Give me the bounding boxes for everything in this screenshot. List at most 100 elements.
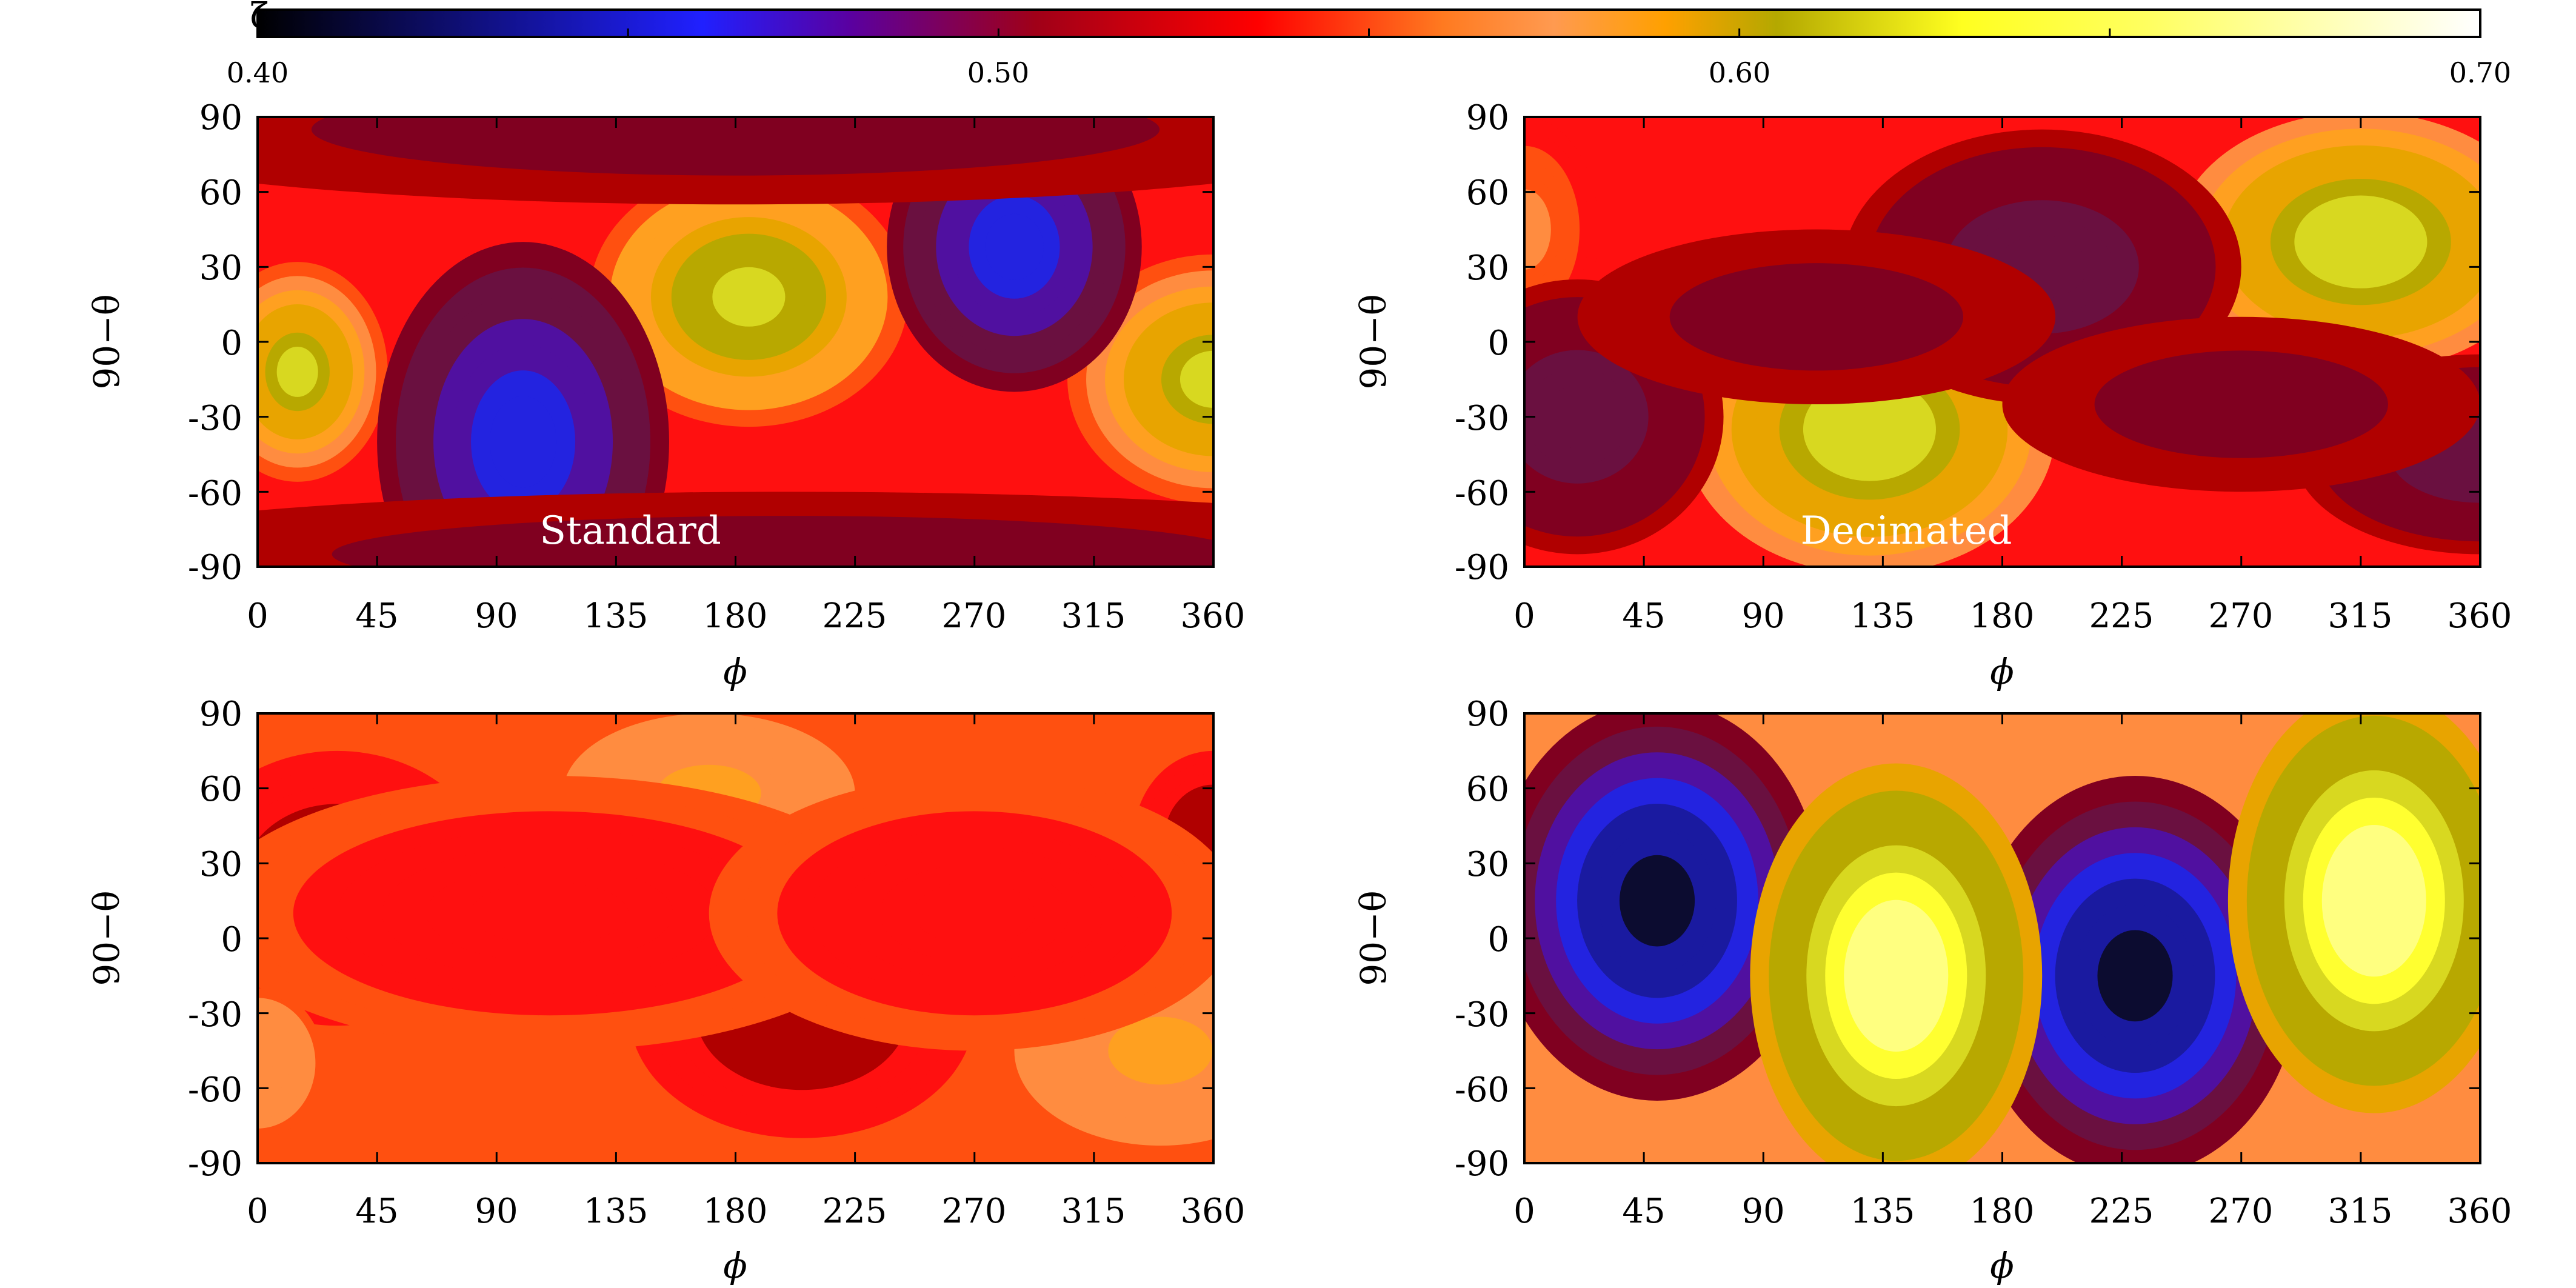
x-tick-label: 360 (2448, 596, 2512, 636)
x-tick-label: 270 (2209, 596, 2274, 636)
low-region (1524, 713, 1822, 1101)
y-tick-label: -60 (1455, 474, 1509, 513)
contour-level (276, 347, 318, 397)
y-tick-label: 30 (1466, 845, 1509, 884)
contour-level (1544, 385, 1611, 449)
y-tick-labels: 90 60 30 0 -30 -60 -90 (1455, 98, 1509, 587)
y-tick-label: 30 (199, 845, 242, 884)
y-tick-label: 90 (1466, 98, 1509, 138)
y-tick-label: -90 (188, 1144, 242, 1184)
x-tick-label: 90 (475, 1192, 518, 1231)
y-tick-labels: 90 60 30 0 -30 -60 -90 (1455, 695, 1509, 1184)
x-tick-label: 45 (355, 596, 398, 636)
colorbar-tick-label: 0.60 (1709, 56, 1770, 89)
x-tick-label: 135 (584, 596, 649, 636)
panel-top-left: Standard ϕ 90−θ 0 45 90 135 180 225 270 … (86, 98, 1245, 692)
x-tick-label: 180 (1970, 1192, 2035, 1231)
x-tick-label: 135 (584, 1192, 649, 1231)
x-tick-label: 90 (1741, 1192, 1784, 1231)
contour-level (578, 117, 893, 147)
y-tick-label: -90 (188, 548, 242, 587)
low-region (377, 242, 669, 567)
contour-level (2340, 852, 2407, 950)
contour-level (2097, 930, 2173, 1022)
contour-field (1524, 117, 2480, 567)
low-region (258, 776, 895, 1051)
low-region (2002, 316, 2480, 492)
contour-field (258, 713, 1213, 1163)
x-tick-label: 90 (475, 596, 518, 636)
high-region (258, 262, 388, 482)
y-tick-label: 0 (221, 920, 242, 959)
panel-label-standard: Standard (539, 509, 721, 553)
x-tick-labels: 0 45 90 135 180 225 270 315 360 (247, 1192, 1245, 1231)
low-region (1524, 279, 1724, 555)
axis-ticks (1523, 116, 2481, 568)
y-tick-label: 0 (221, 324, 242, 363)
colorbar-tick-label: 0.50 (967, 56, 1029, 89)
panel-bottom-left: ϕ 90−θ 0 45 90 135 180 225 270 315 360 9… (86, 695, 1245, 1286)
y-tick-labels: 90 60 30 0 -30 -60 -90 (188, 98, 242, 587)
x-tick-label: 270 (942, 1192, 1007, 1231)
x-tick-label: 0 (1513, 596, 1535, 636)
contour-level (1619, 855, 1695, 947)
x-tick-label: 0 (247, 596, 269, 636)
contour-level (618, 539, 959, 567)
x-tick-label: 360 (2448, 1192, 2512, 1231)
y-tick-label: 60 (199, 173, 242, 213)
x-axis-title: ϕ (1990, 651, 2014, 692)
colorbar: ζ 0.40 0.50 0.60 0.70 (227, 0, 2511, 89)
contour-level (1524, 204, 1542, 255)
y-tick-labels: 90 60 30 0 -30 -60 -90 (188, 695, 242, 1184)
x-tick-label: 270 (2209, 1192, 2274, 1231)
y-axis-title: 90−θ (1353, 294, 1394, 389)
x-tick-label: 180 (1970, 596, 2035, 636)
y-axis-title: 90−θ (1353, 890, 1394, 986)
colorbar-tick-label: 0.40 (227, 56, 289, 89)
x-tick-label: 360 (1181, 596, 1246, 636)
high-region (2175, 117, 2480, 372)
x-tick-label: 270 (942, 596, 1007, 636)
y-tick-label: 90 (199, 695, 242, 734)
contour-level (470, 881, 629, 945)
x-tick-label: 45 (1622, 1192, 1665, 1231)
y-tick-label: 60 (1466, 770, 1509, 809)
y-tick-label: -30 (188, 399, 242, 438)
contour-level (258, 1046, 273, 1081)
contour-level (913, 881, 1035, 945)
x-tick-labels: 0 45 90 135 180 225 270 315 360 (247, 596, 1245, 636)
y-tick-label: -30 (1455, 399, 1509, 438)
y-tick-label: -30 (188, 995, 242, 1035)
contour-level (712, 267, 786, 327)
x-tick-label: 225 (823, 1192, 887, 1231)
x-tick-label: 180 (703, 596, 768, 636)
x-tick-labels: 0 45 90 135 180 225 270 315 360 (1513, 1192, 2512, 1231)
low-region (1577, 229, 2056, 405)
high-region (1750, 763, 2043, 1163)
x-tick-label: 315 (2328, 596, 2393, 636)
x-tick-label: 135 (1850, 1192, 1915, 1231)
contour-level (1180, 350, 1213, 408)
x-tick-label: 360 (1181, 1192, 1246, 1231)
contour-level (2318, 212, 2403, 272)
y-tick-label: -90 (1455, 548, 1509, 587)
contour-level (2186, 384, 2296, 425)
contour-field (1524, 713, 2480, 1163)
panel-bottom-right: ϕ 90−θ 0 45 90 135 180 225 270 315 360 9… (1353, 695, 2512, 1286)
contour-level (1761, 296, 1871, 337)
x-tick-label: 180 (703, 1192, 768, 1231)
low-region (1970, 776, 2300, 1163)
y-tick-label: 60 (1466, 173, 1509, 213)
x-tick-label: 0 (247, 1192, 269, 1231)
colorbar-tick-labels: 0.40 0.50 0.60 0.70 (227, 56, 2511, 89)
x-axis-title: ϕ (1990, 1245, 2014, 1286)
x-tick-label: 315 (1061, 1192, 1126, 1231)
x-tick-label: 135 (1850, 596, 1915, 636)
high-region (258, 988, 324, 1138)
low-region (258, 492, 1213, 567)
x-tick-label: 0 (1513, 1192, 1535, 1231)
panel-top-right: Decimated ϕ 90−θ 0 45 90 135 180 225 270… (1353, 98, 2512, 692)
y-tick-label: -60 (188, 1070, 242, 1110)
y-tick-label: 30 (1466, 249, 1509, 288)
